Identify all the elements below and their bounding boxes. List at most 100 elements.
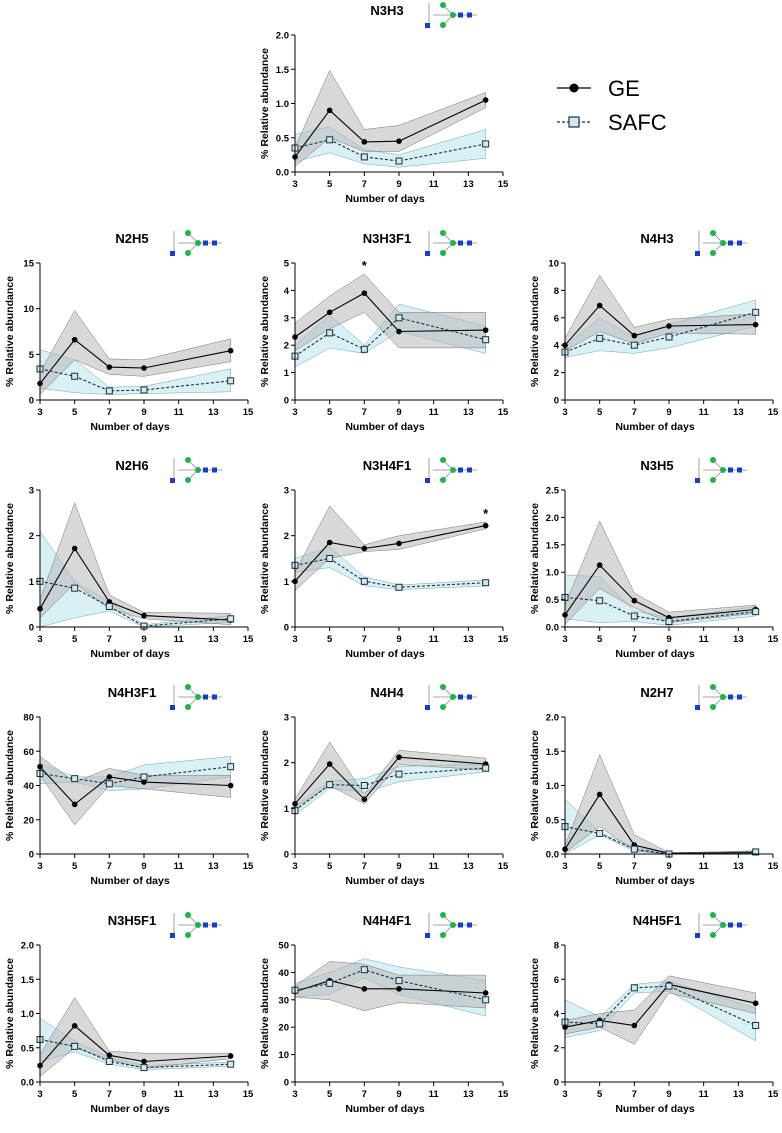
n3h5-glycan-icon xyxy=(695,457,747,483)
x-tick-label: 9 xyxy=(396,634,401,645)
chart-n3h5: N3H5 0.0 0.5 1.0 1.5 2.0 2.5 3 5 7 9 11 13 15 Number o… xyxy=(529,457,779,660)
glcnac-icon xyxy=(695,251,700,256)
x-tick-label: 5 xyxy=(597,407,603,418)
safc-confidence-band xyxy=(39,349,231,395)
mannose-icon xyxy=(195,694,201,700)
chart-n4h5f1: N4H5F1 0 2 4 6 8 3 5 7 9 11 13 15 Number of days % Rel… xyxy=(529,912,779,1115)
y-tick-label: 2.0 xyxy=(21,941,34,952)
legend-ge-marker xyxy=(569,83,579,93)
chart-title: N4H3F1 xyxy=(108,685,156,700)
safc-data-point xyxy=(752,308,760,316)
x-tick-label: 15 xyxy=(243,1089,254,1100)
x-tick-label: 7 xyxy=(362,1089,367,1100)
legend: GE SAFC xyxy=(557,76,667,135)
y-tick-label: 4 xyxy=(284,286,290,297)
safc-data-point xyxy=(596,829,604,837)
x-tick-label: 15 xyxy=(243,861,254,872)
safc-data-point xyxy=(395,583,403,591)
safc-data-point xyxy=(71,372,79,380)
ge-data-point xyxy=(141,612,147,619)
x-tick-label: 13 xyxy=(463,861,474,872)
chart-title: N2H6 xyxy=(115,458,148,473)
glcnac-icon xyxy=(728,240,733,246)
safc-data-point xyxy=(482,140,490,148)
x-tick-label: 11 xyxy=(429,1089,440,1100)
glcnac-icon xyxy=(458,467,463,473)
safc-data-point xyxy=(105,1057,113,1065)
x-tick-label: 7 xyxy=(107,634,112,645)
ge-data-point xyxy=(631,597,638,604)
ge-data-point xyxy=(227,1053,234,1059)
ge-data-point xyxy=(596,302,603,309)
x-tick-label: 7 xyxy=(632,407,637,418)
y-axis-title: % Relative abundance xyxy=(259,730,271,841)
n3h4f1-glycan-icon xyxy=(425,457,477,483)
glcnac-icon xyxy=(695,705,700,710)
safc-data-point xyxy=(227,763,235,771)
safc-data-point xyxy=(596,334,604,342)
mannose-icon xyxy=(185,230,191,236)
safc-data-point xyxy=(630,341,638,349)
x-tick-label: 3 xyxy=(37,407,42,418)
ge-data-point xyxy=(71,801,78,808)
x-tick-label: 13 xyxy=(733,1089,744,1100)
chart-n3h3f1: N3H3F1 0 1 2 3 4 5 3 5 7 9 11 13 15 Number of days % Re… xyxy=(259,230,509,433)
safc-data-point xyxy=(665,982,673,990)
ge-data-point xyxy=(361,290,368,296)
x-tick-label: 3 xyxy=(292,861,297,872)
y-tick-label: 1.5 xyxy=(21,975,35,986)
safc-data-point xyxy=(482,764,490,772)
ge-data-point xyxy=(227,782,234,789)
y-tick-label: 8 xyxy=(554,941,559,952)
x-tick-label: 13 xyxy=(208,407,219,418)
glcnac-icon xyxy=(425,478,430,483)
x-tick-label: 3 xyxy=(37,634,42,645)
x-axis-title: Number of days xyxy=(345,648,425,660)
ge-data-point xyxy=(752,321,759,328)
ge-data-point xyxy=(326,539,333,546)
ge-data-point xyxy=(631,332,638,339)
mannose-icon xyxy=(195,240,201,246)
x-tick-label: 9 xyxy=(141,861,146,872)
ge-data-point xyxy=(71,1023,78,1029)
ge-data-point xyxy=(71,336,78,343)
x-tick-label: 7 xyxy=(632,1089,637,1100)
mannose-icon xyxy=(720,694,726,700)
x-tick-label: 13 xyxy=(733,861,744,872)
x-tick-label: 15 xyxy=(768,1089,779,1100)
x-axis-title: Number of days xyxy=(615,648,695,660)
glcnac-icon xyxy=(695,933,700,938)
x-tick-label: 3 xyxy=(37,861,42,872)
ge-data-point xyxy=(141,365,147,371)
ge-data-point xyxy=(631,1022,638,1029)
chart-title: N3H5 xyxy=(640,458,673,473)
glcnac-icon xyxy=(458,694,463,700)
safc-data-point xyxy=(105,387,113,395)
y-tick-label: 1 xyxy=(284,368,290,379)
safc-data-point xyxy=(140,386,148,394)
x-axis-title: Number of days xyxy=(615,421,695,433)
safc-data-point xyxy=(326,781,334,789)
y-axis-title: % Relative abundance xyxy=(529,503,541,614)
y-tick-label: 0 xyxy=(284,396,289,407)
mannose-icon xyxy=(185,932,191,938)
safc-data-point xyxy=(326,329,334,337)
glcnac-icon xyxy=(467,240,472,246)
glcnac-icon xyxy=(458,240,463,246)
y-axis-title: % Relative abundance xyxy=(4,276,16,387)
x-axis-title: Number of days xyxy=(90,648,170,660)
mannose-icon xyxy=(450,467,456,473)
x-tick-label: 13 xyxy=(733,634,744,645)
x-tick-label: 5 xyxy=(72,1089,78,1100)
glcnac-icon xyxy=(467,467,472,473)
y-tick-label: 2.0 xyxy=(276,31,289,42)
x-tick-label: 9 xyxy=(666,1089,671,1100)
y-axis-title: % Relative abundance xyxy=(529,276,541,387)
chart-n4h3: N4H3 0 2 4 6 8 10 3 5 7 9 11 13 15 Number of days % Rel… xyxy=(529,230,779,433)
y-tick-label: 50 xyxy=(278,941,289,952)
y-tick-label: 2 xyxy=(284,341,289,352)
n2h6-glycan-icon xyxy=(170,457,222,483)
mannose-icon xyxy=(185,912,191,918)
mannose-icon xyxy=(440,250,446,256)
y-tick-label: 1.5 xyxy=(276,65,290,76)
